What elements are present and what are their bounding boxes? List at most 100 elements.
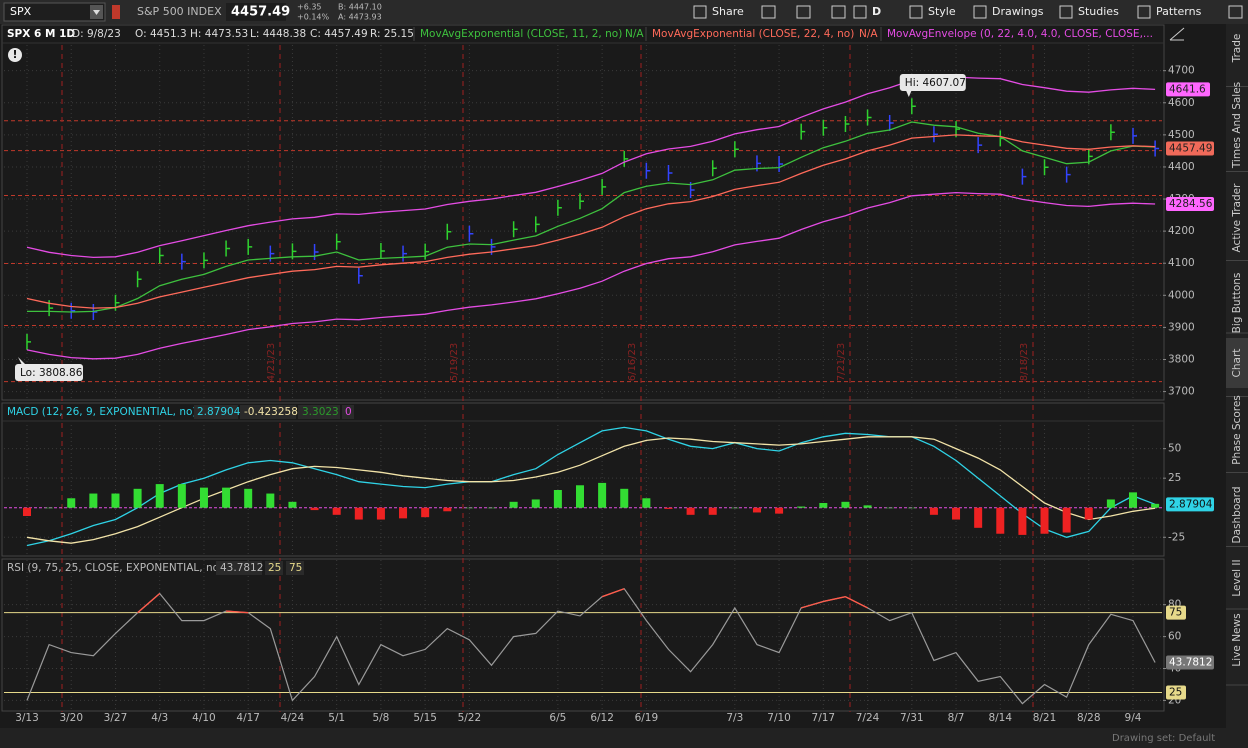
y-tick-label: 4600 [1168,97,1195,109]
price-bar [933,126,938,143]
histogram-bar [199,487,208,508]
price-bar [579,193,584,210]
chart-area [0,24,1226,728]
toolbar-icon[interactable] [1137,5,1151,19]
price-bar [1065,166,1071,183]
y-tick-label: 3800 [1168,353,1195,365]
toolbar-button[interactable]: D [872,5,881,18]
expiration-label: 7/21/23 [836,343,847,382]
alert-icon[interactable] [8,48,22,62]
histogram-bar [332,507,341,515]
alert-mark: ! [12,48,17,61]
side-tab[interactable]: Active Trader [1231,183,1243,253]
symbol-box[interactable] [3,2,106,22]
price-bar [977,137,983,154]
toolbar-icon[interactable] [831,5,846,19]
side-tab[interactable]: Dashboard [1231,487,1243,544]
histogram-bar [642,498,651,508]
price-bar [645,162,651,179]
histogram-bar [797,506,806,508]
study-value: N/A [859,28,878,40]
callout-pointer [905,90,912,97]
x-tick-label: 7/17 [812,712,836,724]
side-tab[interactable]: Phase Scores [1231,395,1243,465]
x-tick-label: 5/8 [372,712,389,724]
series-line [26,426,1156,547]
price-bar [1132,127,1137,144]
study-value: 75 [289,562,302,574]
toolbar-icon[interactable] [1059,5,1073,19]
toolbar-button[interactable]: Patterns [1156,5,1202,18]
price-bar [380,243,385,260]
price-bar [778,156,784,173]
price-bar [468,225,474,242]
y-tick-label: -25 [1168,531,1185,543]
drawing-set: Drawing set: Default [1112,733,1215,744]
toolbar-button[interactable]: Drawings [992,5,1044,18]
side-tab[interactable]: Big Buttons [1231,273,1243,334]
y-tick-label: 4100 [1168,257,1195,269]
toolbar-button[interactable]: Studies [1078,5,1119,18]
y-tick-label: 60 [1168,631,1181,643]
histogram-bar [266,493,275,508]
price-tag [1166,196,1214,211]
toolbar-icon[interactable] [853,5,867,19]
description: S&P 500 INDEX [137,5,222,18]
toolbar-icon[interactable] [796,5,811,19]
histogram-bar [730,507,739,509]
histogram-bar [1151,503,1160,508]
histogram-bar [863,505,872,508]
histogram-bar [598,482,607,508]
link-icon[interactable] [112,5,120,19]
toolbar-icon[interactable] [909,5,923,19]
price-bar [247,238,253,255]
toolbar-icon[interactable] [1228,5,1243,19]
toolbar-button[interactable]: Style [928,5,956,18]
toolbar-icon[interactable] [693,5,707,19]
x-tick-label: 4/24 [281,712,305,724]
price-tag-label: 4284.56 [1169,198,1213,210]
price-bar [70,302,76,319]
style-icon[interactable] [1169,27,1185,41]
histogram-bar [487,507,496,509]
toolbar-icon[interactable] [973,5,987,19]
histogram-bar [952,507,961,520]
side-tab[interactable]: Chart [1231,349,1243,378]
price-tag-label: 43.7812 [1169,656,1212,668]
price-bar [800,123,806,140]
x-tick-label: 7/31 [900,712,924,724]
histogram-bar [465,507,474,509]
histogram-bar [288,501,297,508]
histogram-bar [664,507,673,509]
series-line [26,76,1156,259]
y-tick-label: 3900 [1168,321,1195,333]
rsi-extreme-segment [845,596,868,609]
side-tab[interactable]: Level II [1231,559,1243,596]
x-tick-label: 5/15 [413,712,437,724]
quote-value: D: 9/8/23 [72,28,121,40]
histogram-bar [244,488,253,508]
toolbar-icon[interactable] [761,5,776,19]
low-label: Lo: 3808.86 [20,367,83,379]
price-tag [1166,141,1214,156]
study-value: 25 [268,562,281,574]
side-tab[interactable]: Trade [1231,34,1243,64]
price-bar [424,243,430,260]
price-bar [446,223,452,240]
side-tab[interactable]: Live News [1231,613,1243,666]
chart-title: SPX 6 M 1D [7,28,75,40]
low-callout [15,364,83,381]
x-tick-label: 6/12 [590,712,614,724]
rsi-extreme-segment [823,596,846,603]
side-tab[interactable]: Times And Sales [1231,82,1243,169]
histogram-bar [576,485,584,508]
study-value: 2.87904 [197,406,241,418]
study-value: 3.3023 [302,406,339,418]
expiration-label: 8/18/23 [1019,343,1030,382]
histogram-bar [45,507,54,509]
expiration-label: 4/21/23 [266,343,277,382]
toolbar-button[interactable]: Share [712,5,744,18]
value-box [240,405,296,419]
quote-value: R: 25.15 [370,28,414,40]
x-tick-label: 8/21 [1033,712,1057,724]
